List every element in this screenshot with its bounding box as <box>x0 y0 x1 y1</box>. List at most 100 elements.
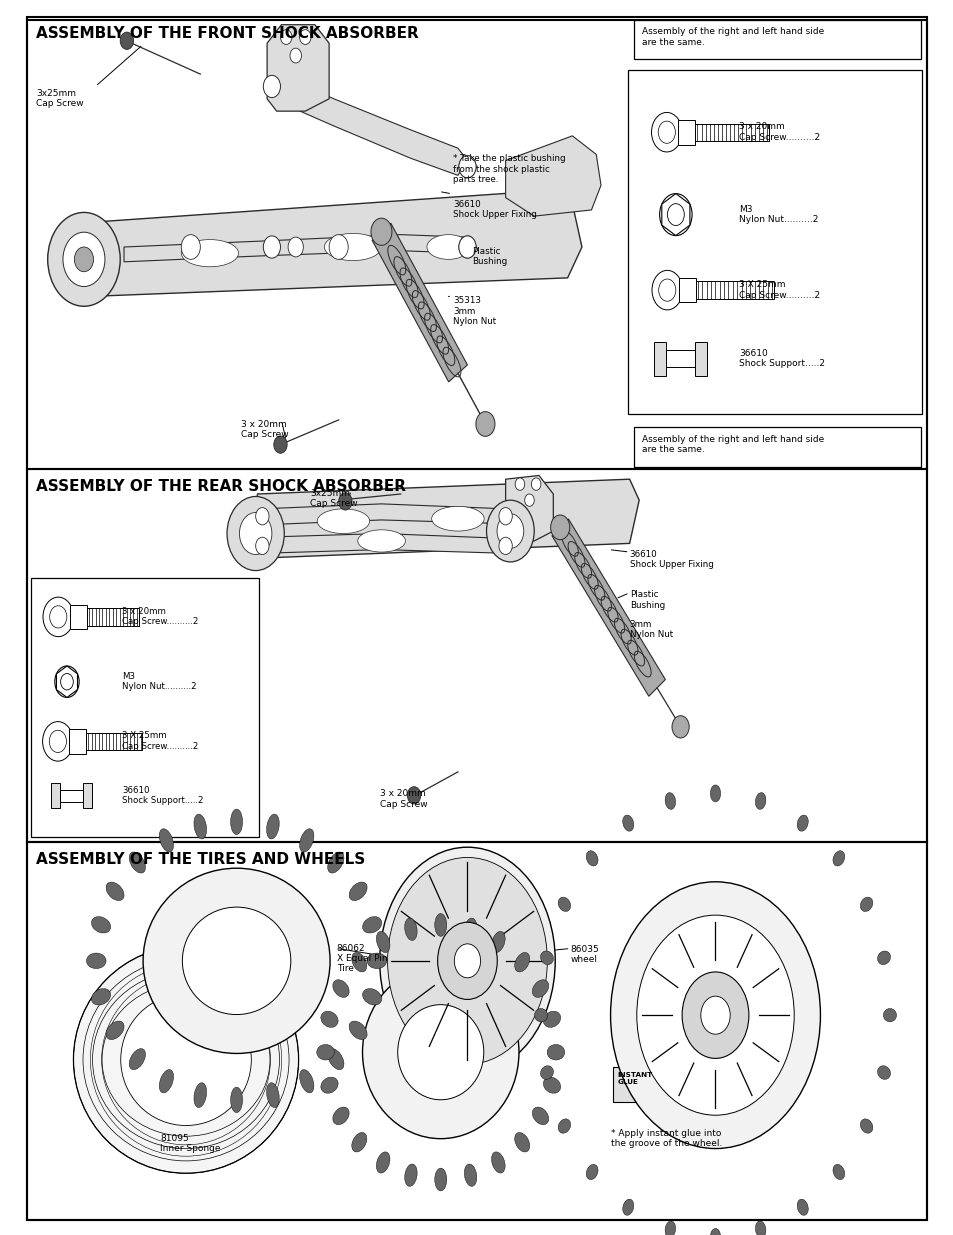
Circle shape <box>263 236 280 258</box>
Ellipse shape <box>193 1083 207 1108</box>
Circle shape <box>61 673 73 690</box>
Polygon shape <box>661 194 689 236</box>
Polygon shape <box>267 25 329 111</box>
Ellipse shape <box>514 952 529 972</box>
Ellipse shape <box>349 882 367 900</box>
Text: 35313
3mm
Nylon Nut: 35313 3mm Nylon Nut <box>453 296 496 326</box>
Circle shape <box>63 232 105 287</box>
Ellipse shape <box>352 952 367 972</box>
Bar <box>695 342 706 377</box>
Text: 86062
X Equal Pin
Tire: 86062 X Equal Pin Tire <box>336 944 387 973</box>
Ellipse shape <box>435 1168 446 1191</box>
Circle shape <box>671 716 688 739</box>
Text: * Take the plastic bushing
from the shock plastic
parts tree.: * Take the plastic bushing from the shoc… <box>453 154 565 184</box>
Ellipse shape <box>181 240 238 267</box>
Text: * Apply instant glue into
the groove of the wheel.: * Apply instant glue into the groove of … <box>610 1129 721 1149</box>
Ellipse shape <box>631 909 799 1121</box>
Text: ASSEMBLY OF THE REAR SHOCK ABSORBER: ASSEMBLY OF THE REAR SHOCK ABSORBER <box>36 479 406 494</box>
Ellipse shape <box>877 1066 889 1079</box>
Polygon shape <box>505 136 600 216</box>
Text: 3x25mm
Cap Screw: 3x25mm Cap Screw <box>310 489 357 509</box>
Text: Assembly of the right and left hand side
are the same.: Assembly of the right and left hand side… <box>641 27 823 47</box>
Ellipse shape <box>832 851 843 866</box>
Circle shape <box>458 236 476 258</box>
Text: 86035
wheel: 86035 wheel <box>570 945 598 965</box>
Circle shape <box>290 48 301 63</box>
Circle shape <box>227 496 284 571</box>
Ellipse shape <box>639 918 791 1113</box>
Ellipse shape <box>543 1011 560 1028</box>
Ellipse shape <box>532 1107 548 1125</box>
Ellipse shape <box>362 988 381 1005</box>
Ellipse shape <box>362 916 381 934</box>
Text: INSTANT
GLUE: INSTANT GLUE <box>617 1072 652 1086</box>
Ellipse shape <box>349 1021 367 1040</box>
Ellipse shape <box>182 906 291 1015</box>
Text: Plastic
Bushing: Plastic Bushing <box>629 590 664 610</box>
Bar <box>27 469 926 842</box>
Text: 3 x 20mm
Cap Screw: 3 x 20mm Cap Screw <box>241 420 289 440</box>
Ellipse shape <box>797 1199 807 1215</box>
Ellipse shape <box>159 1070 173 1093</box>
Bar <box>654 342 665 377</box>
Polygon shape <box>505 475 553 541</box>
Circle shape <box>299 30 311 44</box>
Ellipse shape <box>710 1229 720 1235</box>
Ellipse shape <box>404 918 416 940</box>
Circle shape <box>458 156 476 178</box>
Ellipse shape <box>333 979 349 998</box>
Ellipse shape <box>316 1045 334 1060</box>
Text: 36610
Shock Upper Fixing: 36610 Shock Upper Fixing <box>453 200 537 220</box>
Ellipse shape <box>586 1165 598 1179</box>
Ellipse shape <box>316 509 369 534</box>
Ellipse shape <box>860 1119 872 1134</box>
Ellipse shape <box>491 931 505 952</box>
Ellipse shape <box>333 1107 349 1125</box>
Text: 3 X 25mm
Cap Screw..........2: 3 X 25mm Cap Screw..........2 <box>122 731 198 751</box>
Bar <box>70 729 87 753</box>
Ellipse shape <box>379 847 555 1074</box>
Ellipse shape <box>882 1009 896 1021</box>
Ellipse shape <box>324 233 381 261</box>
Circle shape <box>531 478 540 490</box>
Ellipse shape <box>73 946 298 1173</box>
Circle shape <box>288 237 303 257</box>
Circle shape <box>371 219 392 246</box>
Text: ASSEMBLY OF THE FRONT SHOCK ABSORBER: ASSEMBLY OF THE FRONT SHOCK ABSORBER <box>36 26 418 41</box>
Ellipse shape <box>664 793 675 809</box>
Ellipse shape <box>437 923 497 999</box>
Bar <box>70 605 87 630</box>
Ellipse shape <box>129 1049 146 1070</box>
Polygon shape <box>248 479 639 558</box>
Ellipse shape <box>159 829 173 852</box>
Ellipse shape <box>558 1119 570 1134</box>
Bar <box>613 1067 662 1102</box>
Text: M3
Nylon Nut..........2: M3 Nylon Nut..........2 <box>739 205 818 224</box>
Ellipse shape <box>435 914 446 936</box>
Ellipse shape <box>755 793 765 809</box>
Bar <box>60 789 83 803</box>
Ellipse shape <box>121 994 251 1125</box>
Polygon shape <box>56 666 77 698</box>
Ellipse shape <box>586 851 598 866</box>
Ellipse shape <box>352 1132 367 1152</box>
Ellipse shape <box>106 1021 124 1040</box>
Text: Assembly of the right and left hand side
are the same.: Assembly of the right and left hand side… <box>641 435 823 454</box>
Circle shape <box>43 721 73 761</box>
Text: 3mm
Nylon Nut: 3mm Nylon Nut <box>629 620 672 640</box>
Ellipse shape <box>664 1221 675 1235</box>
Ellipse shape <box>832 1165 843 1179</box>
Circle shape <box>651 270 681 310</box>
Bar <box>634 427 920 467</box>
Circle shape <box>263 75 280 98</box>
Text: 3 x 20mm
Cap Screw..........2: 3 x 20mm Cap Screw..........2 <box>122 608 198 626</box>
Circle shape <box>274 436 287 453</box>
Ellipse shape <box>327 852 344 873</box>
Bar <box>27 842 926 1220</box>
Circle shape <box>458 236 476 258</box>
Ellipse shape <box>143 868 330 1053</box>
Ellipse shape <box>543 1077 560 1093</box>
Ellipse shape <box>387 857 547 1065</box>
Circle shape <box>486 500 534 562</box>
Text: 3 X 25mm
Cap Screw..........2: 3 X 25mm Cap Screw..........2 <box>739 280 820 300</box>
